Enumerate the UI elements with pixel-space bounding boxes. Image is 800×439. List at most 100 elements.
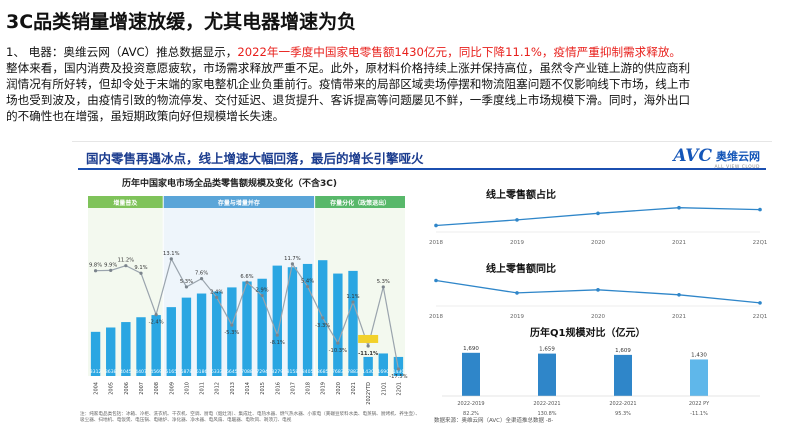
growth-point-2021 (351, 300, 355, 304)
phase-band-0 (88, 196, 163, 208)
bar-value-21Q1: 1690 (377, 369, 389, 375)
growth-label-2019: -3.3% (315, 323, 330, 329)
growth-point-2004 (93, 269, 98, 273)
logo-cn: 奥维云网 (716, 150, 760, 163)
page-title: 3C品类销量增速放缓，尤其电器增速为负 (6, 11, 357, 33)
q1-tick-2: 2022-2021 (609, 401, 636, 407)
growth-point-2005 (109, 268, 113, 272)
online-share-point-2018 (434, 223, 438, 228)
online-share-tick-2021: 2021 (672, 240, 686, 246)
x-tick-22Q1: 22Q1 (396, 382, 402, 395)
growth-label-2009: 13.1% (163, 251, 180, 257)
online-yoy-line (435, 279, 761, 304)
bar-value-22Q1: 1430 (393, 369, 405, 375)
slide-title: 国内零售再遇冰点，线上增速大幅回落，最后的增长引擎哑火 (86, 151, 424, 166)
growth-point-2009 (169, 257, 173, 261)
highlight-box (358, 334, 379, 343)
bar-2007 (136, 317, 146, 376)
online-yoy-point-2020 (596, 288, 600, 292)
bar-2008 (151, 315, 161, 376)
online-share-chart: 2018 2019 2020 2021 22Q1 (429, 205, 768, 246)
side-charts: 线上零售额占比 2018 2019 2020 2021 22Q1 线上零售额同比 201… (422, 178, 770, 426)
online-yoy-point-2021 (677, 293, 681, 297)
growth-label-2017: 11.7% (284, 256, 301, 262)
growth-label-22Q1: -17.5% (389, 374, 407, 380)
bar-2012 (212, 291, 222, 376)
bar-2011 (196, 293, 207, 376)
growth-point-21Q1 (381, 285, 385, 289)
main-chart-svg: 增量普及 存量与增量并存 存量分化（政策退出） 3312 2004 3638 2005 404… (88, 196, 408, 405)
growth-label-2006: 11.2% (118, 258, 135, 264)
x-tick-2008: 2008 (154, 382, 160, 395)
growth-point-2011 (199, 277, 204, 281)
bar-2016 (272, 265, 282, 376)
x-tick-2009: 2009 (169, 382, 175, 395)
phase-bg-2 (315, 208, 405, 376)
q1-bar-0 (462, 352, 480, 396)
q1-bottom-2: 95.3% (615, 411, 631, 417)
online-share-line (435, 207, 761, 227)
bar-value-2011: 6186 (196, 369, 208, 375)
growth-point-2016 (275, 333, 279, 337)
bar-value-2009: 5165 (165, 369, 177, 375)
bar-value-2017: 8158 (287, 369, 299, 375)
x-tick-2004: 2004 (94, 382, 100, 395)
phase-label-1: 存量与增量并存 (218, 199, 260, 207)
growth-label-2010: 5.3% (180, 279, 193, 285)
growth-point-2015 (260, 293, 264, 298)
x-tick-2006: 2006 (124, 382, 130, 395)
bar-2014 (242, 281, 252, 376)
growth-point-2014 (245, 280, 249, 284)
online-yoy-tick-2021: 2021 (672, 314, 686, 320)
bar-2022YTD (363, 356, 373, 376)
growth-point-2013 (230, 323, 234, 327)
x-tick-2021: 2021 (351, 382, 357, 395)
growth-point-2018 (305, 284, 310, 289)
growth-label-2013: -5.3% (224, 330, 239, 336)
q1-value-3: 1,430 (691, 352, 707, 358)
x-tick-2018: 2018 (306, 382, 312, 395)
bar-2020 (333, 273, 343, 376)
online-share-tick-22Q1: 22Q1 (753, 240, 768, 246)
q1-tick-1: 2022-2021 (533, 401, 560, 407)
bar-2006 (121, 322, 131, 376)
bar-2017 (287, 267, 298, 376)
paragraph-line-5: 的不确性也在增强，虽短期政策向好但规模增长失速。 (6, 109, 285, 123)
growth-label-2012: 2.4% (210, 289, 223, 295)
paragraph-highlight: 2022年一季度中国家电零售额1430亿元，同比下降11.1%，疫情严重抑制需求… (237, 45, 682, 59)
online-share-point-2020 (596, 211, 600, 216)
main-chart-title: 历年中国家电市场全品类零售额规模及变化（不含3C) (122, 179, 337, 189)
growth-label-2015: 2.9% (256, 288, 269, 294)
bar-value-2012: 6333 (211, 369, 223, 375)
q1-bottom-0: 82.2% (463, 411, 479, 417)
bar-2005 (106, 327, 116, 376)
growth-point-2020 (336, 341, 340, 345)
bar-2015 (257, 278, 267, 376)
x-tick-2005: 2005 (109, 382, 115, 395)
online-yoy-tick-2018: 2018 (429, 314, 443, 320)
bar-2013 (227, 287, 237, 376)
q1-bar-1 (538, 353, 556, 396)
online-share-tick-2018: 2018 (429, 240, 443, 246)
growth-label-2022YTD: -11.1% (358, 351, 379, 357)
x-tick-2011: 2011 (200, 382, 206, 395)
avc-logo: AVC 奥维云网 ALL VIEW CLOUD (673, 146, 760, 170)
bar-value-2014: 7088 (241, 369, 253, 375)
bar-value-2008: 4569 (150, 369, 162, 375)
bar-2004 (90, 331, 101, 376)
bar-value-2010: 5878 (181, 369, 193, 375)
paragraph-line-2: 整体来看，国内消费及投资意愿疲软，市场需求释放严重不足。此外，原材料价格持续上涨… (6, 61, 691, 75)
growth-point-2008 (154, 313, 158, 317)
online-yoy-tick-2020: 2020 (591, 314, 605, 320)
online-share-tick-2020: 2020 (591, 240, 605, 246)
q1-bar-3 (690, 359, 708, 396)
growth-label-2005: 9.9% (104, 262, 117, 268)
growth-point-2006 (124, 264, 128, 268)
x-tick-2014: 2014 (245, 382, 251, 395)
growth-label-2014: 6.6% (240, 274, 253, 280)
growth-label-2004: 9.8% (89, 263, 102, 269)
logo-subtitle: ALL VIEW CLOUD (715, 165, 760, 170)
x-tick-2019: 2019 (321, 382, 327, 395)
growth-point-2007 (139, 271, 143, 275)
slide-footnote: 注：纯家电品类包括：冰箱、冷柜、洗衣机、干衣机、空调、厨电（烟灶消）、集成灶、电… (80, 412, 420, 423)
